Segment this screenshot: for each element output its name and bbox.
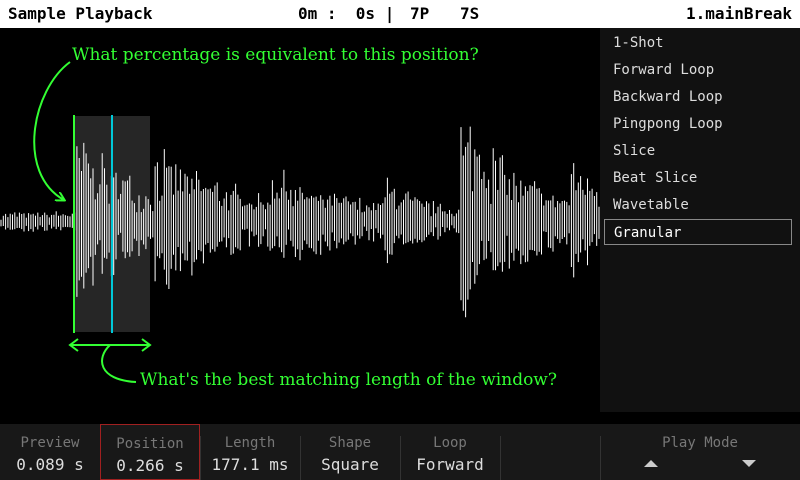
param-position-value: 0.266 s [116, 456, 184, 475]
param-length-value: 177.1 ms [211, 455, 289, 474]
param-separator [600, 436, 601, 480]
menu-item-wavetable[interactable]: Wavetable [613, 197, 689, 213]
play-mode-down-icon[interactable] [742, 460, 756, 467]
loop-mode-menu: 1-Shot Forward Loop Backward Loop Pingpo… [600, 28, 800, 412]
param-loop[interactable]: Loop Forward [400, 424, 500, 480]
pattern-count: 7P [410, 4, 430, 23]
param-length-label: Length [224, 435, 276, 451]
param-separator [200, 436, 201, 480]
param-shape-value: Square [321, 455, 379, 474]
play-mode-up-icon[interactable] [644, 460, 658, 467]
param-separator [300, 436, 301, 480]
param-length[interactable]: Length 177.1 ms [200, 424, 300, 480]
param-shape[interactable]: Shape Square [300, 424, 400, 480]
song-count: 7S [460, 4, 480, 23]
menu-item-granular[interactable]: Granular [604, 219, 792, 245]
length-arrow-right-head [141, 338, 152, 352]
length-question: What's the best matching length of the w… [140, 370, 557, 390]
param-shape-label: Shape [328, 435, 372, 451]
menu-item-slice[interactable]: Slice [613, 143, 656, 159]
param-loop-value: Forward [416, 455, 484, 474]
waveform-display[interactable]: What percentage is equivalent to this po… [0, 28, 600, 424]
play-mode-control[interactable]: Play Mode [600, 424, 800, 480]
param-separator [400, 436, 401, 480]
param-preview-value: 0.089 s [16, 455, 84, 474]
waveform-canvas[interactable] [0, 28, 600, 424]
sample-name: 1.mainBreak [686, 4, 792, 23]
length-callout-line [101, 344, 137, 383]
position-callout-arrow [33, 61, 71, 200]
waveform-lines [0, 126, 600, 318]
param-position-label: Position [116, 436, 184, 452]
param-separator [500, 436, 501, 480]
elapsed-time: 0m : 0s | [298, 4, 395, 23]
param-loop-label: Loop [433, 435, 467, 451]
play-mode-label: Play Mode [662, 435, 738, 451]
menu-item-forward-loop[interactable]: Forward Loop [613, 62, 715, 78]
param-preview[interactable]: Preview 0.089 s [0, 424, 100, 480]
menu-item-beat-slice[interactable]: Beat Slice [613, 170, 698, 186]
parameter-bar: Preview 0.089 s Position 0.266 s Length … [0, 424, 800, 480]
param-preview-label: Preview [20, 435, 80, 451]
position-question: What percentage is equivalent to this po… [72, 45, 479, 65]
param-position[interactable]: Position 0.266 s [100, 424, 200, 480]
menu-item-backward-loop[interactable]: Backward Loop [613, 89, 723, 105]
length-arrow-left-head [68, 338, 79, 352]
header-bar: Sample Playback 0m : 0s | 7P 7S 1.mainBr… [0, 0, 800, 28]
menu-item-pingpong-loop[interactable]: Pingpong Loop [613, 116, 723, 132]
menu-item-1-shot[interactable]: 1-Shot [613, 35, 664, 51]
screen-title: Sample Playback [8, 4, 153, 23]
